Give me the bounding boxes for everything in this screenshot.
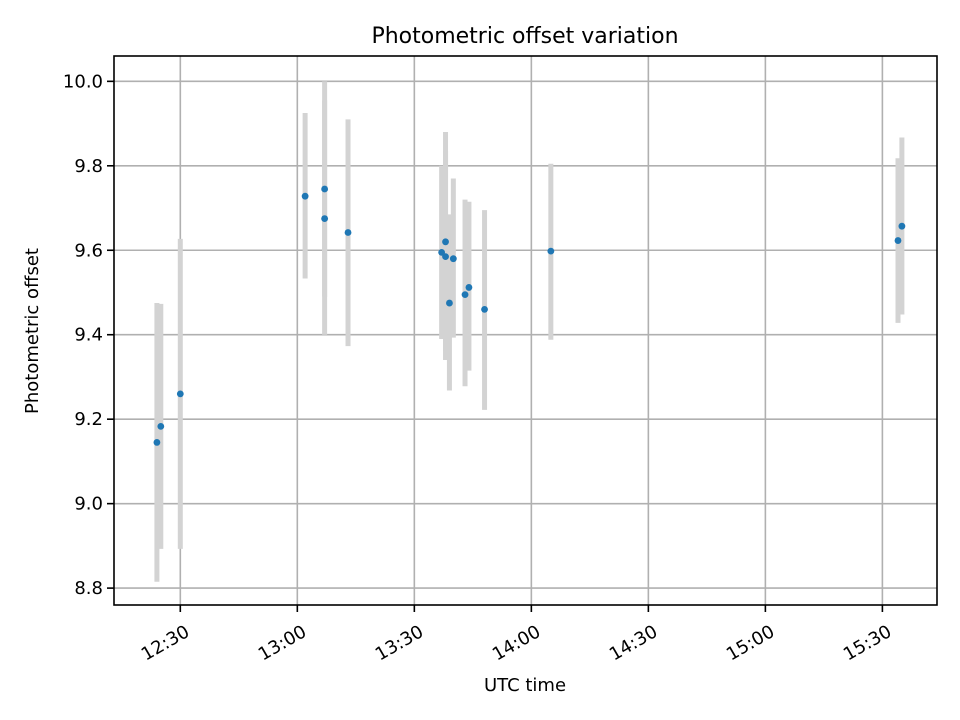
data-point [461,291,469,299]
data-point [465,284,473,291]
data-point [481,305,488,313]
x-axis-label: UTC time [484,675,566,696]
y-tick-label: 9.6 [74,240,103,261]
data-point [446,299,453,307]
error-bars [154,81,905,582]
x-tick-label: 15:00 [723,621,778,665]
axis-ticks: 8.8 9.0 9.2 9.4 9.6 9.8 10.0 12:30 13:00 13:30 14:… [63,71,895,665]
y-axis-label: Photometric offset [22,248,43,414]
chart-title: Photometric offset variation [371,24,678,49]
data-point [442,253,449,260]
data-point [321,185,329,193]
x-tick-label: 13:30 [372,621,427,665]
data-point [153,439,161,446]
x-tick-label: 12:30 [138,621,193,665]
y-tick-label: 10.0 [63,71,103,92]
y-tick-label: 9.8 [74,156,103,177]
data-point [898,222,906,230]
data-point [894,237,902,244]
y-tick-label: 9.0 [74,494,103,515]
y-tick-label: 8.8 [74,578,103,599]
data-point [157,422,165,430]
data-point [449,255,457,263]
x-tick-label: 14:00 [489,621,544,665]
x-tick-label: 14:30 [606,621,661,665]
data-point [301,192,309,200]
data-points [153,185,906,446]
x-tick-label: 13:00 [255,621,310,665]
plot-frame [113,55,938,606]
data-point [344,229,352,236]
x-tick-label: 15:30 [840,621,895,665]
data-point [442,238,449,246]
data-point [321,215,329,222]
y-tick-label: 9.2 [74,409,103,430]
y-tick-label: 9.4 [74,325,103,346]
data-point [176,390,184,398]
data-point [547,247,555,255]
grid-lines [114,56,937,605]
